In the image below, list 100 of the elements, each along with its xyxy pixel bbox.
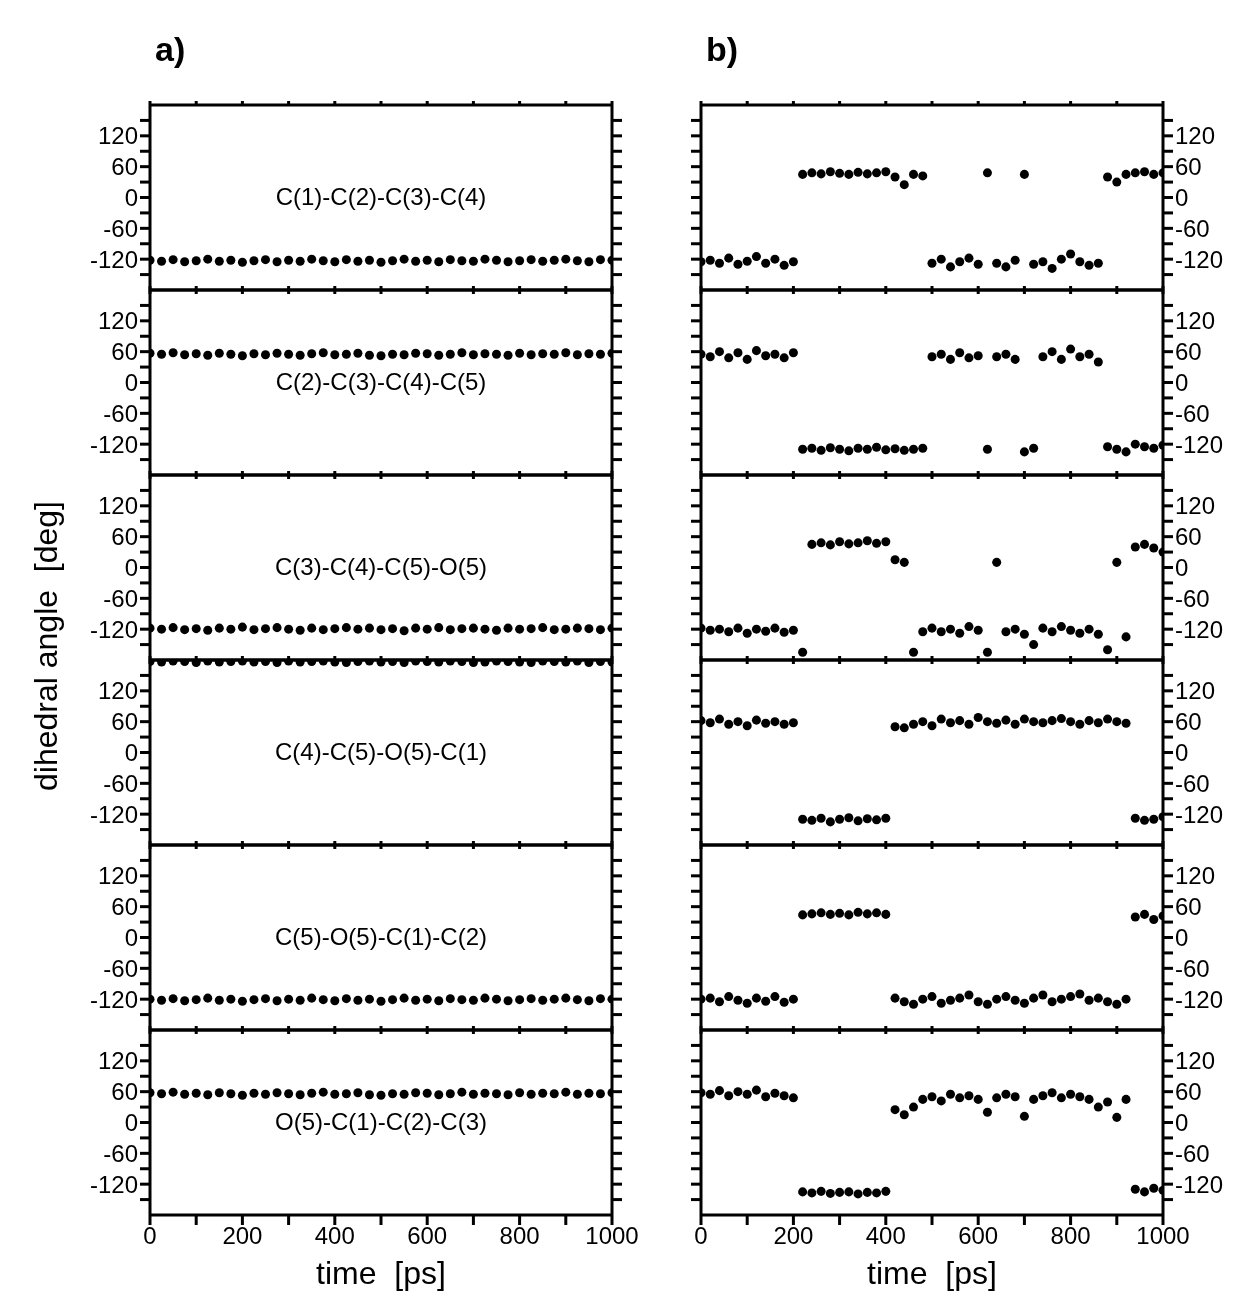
point xyxy=(1047,263,1057,273)
point xyxy=(714,714,724,724)
x-tick-label: 0 xyxy=(694,1222,708,1250)
point xyxy=(872,442,882,452)
point xyxy=(714,997,724,1007)
point xyxy=(936,254,946,264)
x-tick-label: 600 xyxy=(958,1222,999,1250)
point xyxy=(1019,714,1029,724)
point xyxy=(899,557,909,567)
y-tick-label: -120 xyxy=(89,985,138,1013)
point xyxy=(724,1091,734,1101)
point xyxy=(1066,717,1076,727)
point xyxy=(992,718,1002,728)
y-tick-label: 0 xyxy=(1175,924,1189,952)
point xyxy=(742,998,752,1008)
point xyxy=(825,167,835,177)
y-tick-label: 120 xyxy=(97,492,138,520)
point xyxy=(733,348,743,358)
point xyxy=(1149,443,1159,453)
point xyxy=(909,719,919,729)
y-tick-label: -120 xyxy=(1175,1170,1224,1198)
point xyxy=(1103,997,1113,1007)
point xyxy=(955,716,965,726)
x-tick-label: 800 xyxy=(499,1222,540,1250)
point xyxy=(992,258,1002,268)
y-tick-label: 0 xyxy=(124,184,138,212)
point xyxy=(909,647,919,657)
annotation: C(5)-O(5)-C(1)-C(2) xyxy=(274,921,488,952)
point xyxy=(816,538,826,548)
point xyxy=(807,909,817,919)
point xyxy=(835,908,845,918)
y-tick-label: -120 xyxy=(1175,615,1224,643)
point xyxy=(964,253,974,263)
point xyxy=(964,1091,974,1101)
y-tick-label: -60 xyxy=(103,954,138,982)
point xyxy=(779,1091,789,1101)
x-axis-title: time [ps] xyxy=(866,1255,998,1292)
y-tick-label: 0 xyxy=(124,554,138,582)
point xyxy=(1112,999,1122,1009)
x-tick-label: 1000 xyxy=(1136,1222,1190,1250)
point xyxy=(1130,813,1140,823)
point xyxy=(1001,715,1011,725)
point xyxy=(1001,349,1011,359)
point xyxy=(1093,993,1103,1003)
point xyxy=(945,995,955,1005)
point xyxy=(881,167,891,177)
point xyxy=(872,815,882,825)
y-tick-label: 60 xyxy=(1175,708,1202,736)
point xyxy=(779,260,789,270)
point xyxy=(862,909,872,919)
point xyxy=(798,169,808,179)
y-tick-label: 120 xyxy=(97,307,138,335)
point xyxy=(733,1087,743,1097)
point xyxy=(955,628,965,638)
point xyxy=(1019,998,1029,1008)
point xyxy=(788,1093,798,1103)
point xyxy=(1140,815,1150,825)
point xyxy=(742,354,752,364)
point xyxy=(742,256,752,266)
point xyxy=(779,627,789,637)
x-tick-label: 200 xyxy=(222,1222,263,1250)
y-tick-label: 0 xyxy=(124,924,138,952)
y-tick-label: 120 xyxy=(1175,122,1216,150)
point xyxy=(973,625,983,635)
point xyxy=(890,172,900,182)
point xyxy=(788,625,798,635)
point xyxy=(761,718,771,728)
y-tick-label: -60 xyxy=(103,399,138,427)
point xyxy=(770,992,780,1002)
y-tick-label: 0 xyxy=(1175,739,1189,767)
point xyxy=(1149,543,1159,553)
y-tick-label: 60 xyxy=(111,1078,138,1106)
point xyxy=(982,168,992,178)
point xyxy=(705,993,715,1003)
point xyxy=(1084,1094,1094,1104)
y-tick-label: 0 xyxy=(124,739,138,767)
point xyxy=(788,994,798,1004)
chart-title: a) xyxy=(155,30,186,69)
point xyxy=(816,908,826,918)
point xyxy=(770,717,780,727)
point xyxy=(1121,169,1131,179)
y-tick-label: 120 xyxy=(1175,862,1216,890)
point xyxy=(992,557,1002,567)
point xyxy=(1056,1093,1066,1103)
point xyxy=(844,1187,854,1197)
point xyxy=(779,719,789,729)
y-tick-label: 120 xyxy=(1175,307,1216,335)
point xyxy=(872,1188,882,1198)
point xyxy=(1149,1183,1159,1193)
y-tick-label: -120 xyxy=(89,1170,138,1198)
y-tick-label: -60 xyxy=(1175,214,1210,242)
point xyxy=(1112,717,1122,727)
point xyxy=(899,445,909,455)
y-tick-label: 60 xyxy=(1175,523,1202,551)
point xyxy=(761,996,771,1006)
point xyxy=(724,253,734,263)
point xyxy=(1121,1094,1131,1104)
point xyxy=(1038,990,1048,1000)
point xyxy=(936,714,946,724)
point xyxy=(918,717,928,727)
